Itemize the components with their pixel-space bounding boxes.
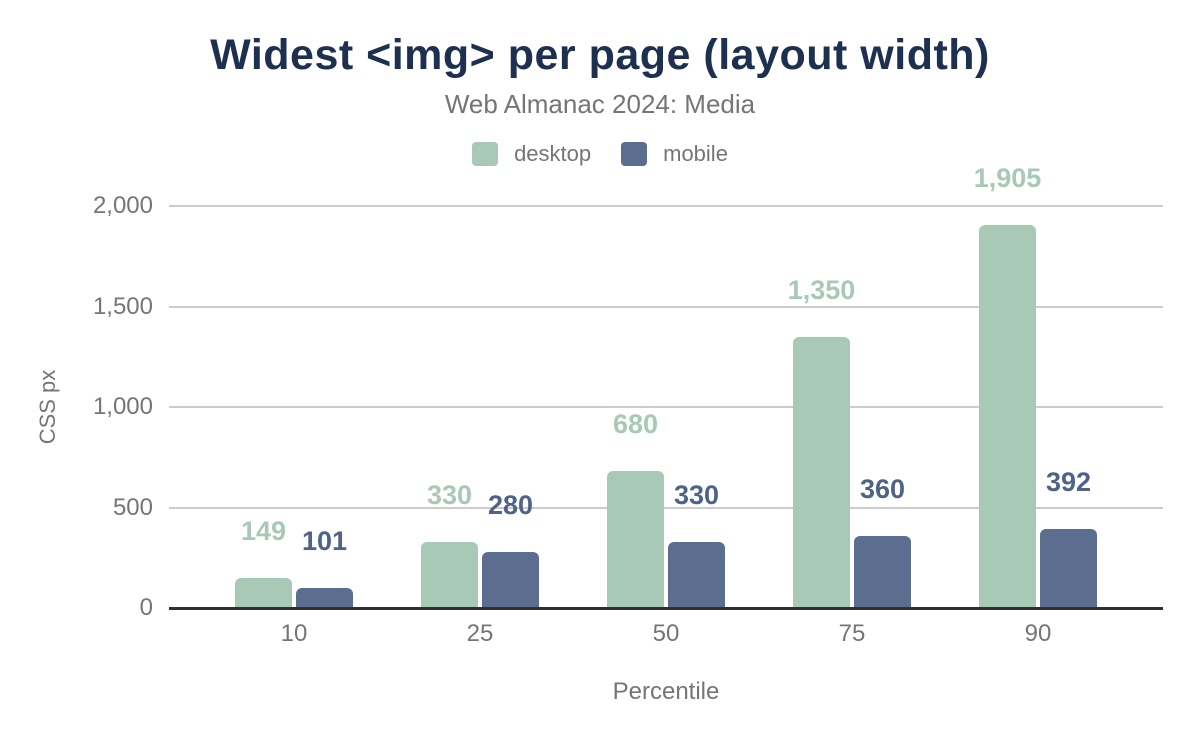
y-tick-label: 500 <box>112 493 153 521</box>
gridline-500 <box>169 506 1163 509</box>
y-tick-label: 0 <box>139 594 153 621</box>
legend-swatch-mobile-icon <box>621 142 648 166</box>
bar-label-desktop-90: 1,905 <box>973 163 1042 194</box>
bar-desktop-50 <box>607 471 664 608</box>
bar-desktop-10 <box>235 578 292 608</box>
bar-mobile-25 <box>482 551 539 608</box>
gridline-2000 <box>169 205 1163 207</box>
bar-mobile-90 <box>1040 529 1097 608</box>
bar-mobile-10 <box>296 587 353 608</box>
gridline-1000 <box>169 406 1163 408</box>
bar-desktop-25 <box>421 541 478 608</box>
y-tick-label: 2,000 <box>92 192 153 219</box>
bar-mobile-75 <box>854 535 911 608</box>
bar-label-desktop-75: 1,350 <box>787 274 856 305</box>
x-axis-line <box>169 607 1163 610</box>
legend-label-mobile: mobile <box>663 141 728 166</box>
bar-label-desktop-10: 149 <box>240 516 287 547</box>
chart-legend: desktop mobile <box>0 141 1200 167</box>
x-tick-label-75: 75 <box>838 620 866 647</box>
x-axis-title: Percentile <box>612 678 720 705</box>
bar-desktop-75 <box>793 336 850 608</box>
bar-label-mobile-50: 330 <box>673 479 720 510</box>
bar-label-desktop-25: 330 <box>426 479 473 510</box>
x-tick-label-50: 50 <box>652 620 680 647</box>
legend-item-mobile: mobile <box>621 141 728 167</box>
chart-subtitle: Web Almanac 2024: Media <box>444 89 756 119</box>
bar-label-mobile-90: 392 <box>1045 467 1092 498</box>
bar-label-mobile-25: 280 <box>487 489 534 520</box>
bar-desktop-90 <box>979 225 1036 608</box>
legend-swatch-desktop-icon <box>472 142 499 166</box>
legend-item-desktop: desktop <box>472 141 591 167</box>
chart-title: Widest <img> per page (layout width) <box>210 31 990 79</box>
y-tick-label: 1,000 <box>92 393 153 420</box>
bar-mobile-50 <box>668 541 725 608</box>
bar-label-mobile-75: 360 <box>859 473 906 504</box>
y-tick-label: 1,500 <box>92 292 153 320</box>
x-tick-label-10: 10 <box>280 620 308 647</box>
bar-label-mobile-10: 101 <box>301 525 348 556</box>
y-axis-title: CSS px <box>35 369 60 445</box>
legend-label-desktop: desktop <box>514 141 592 166</box>
gridline-1500 <box>169 305 1163 308</box>
bar-label-desktop-50: 680 <box>612 409 659 440</box>
x-tick-label-25: 25 <box>466 620 494 647</box>
x-tick-label-90: 90 <box>1024 620 1052 647</box>
